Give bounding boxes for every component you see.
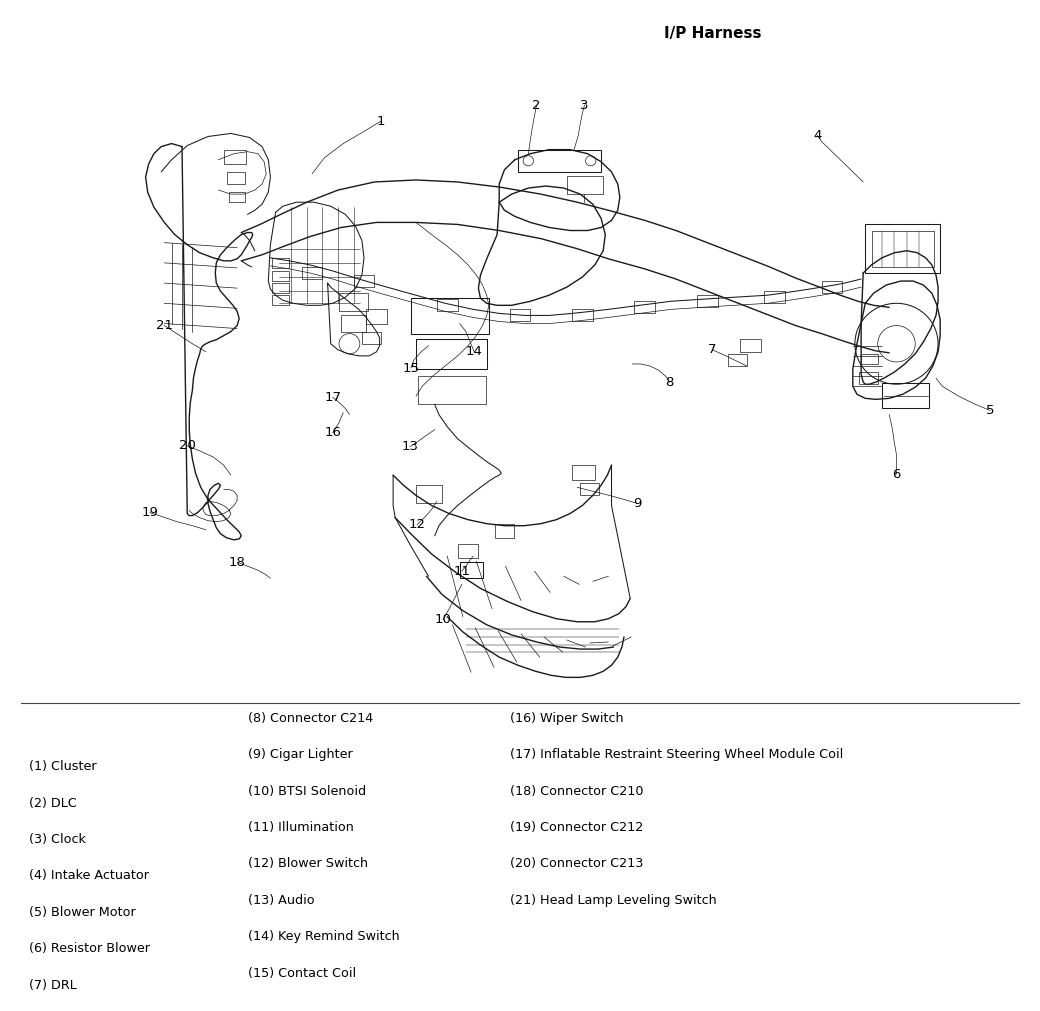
Text: 12: 12	[409, 519, 425, 531]
Text: 15: 15	[402, 362, 419, 374]
Bar	[572, 465, 595, 480]
Bar	[460, 562, 483, 578]
Bar	[366, 309, 387, 324]
Text: (9) Cigar Lighter: (9) Cigar Lighter	[248, 748, 353, 761]
Text: (18) Connector C210: (18) Connector C210	[510, 785, 643, 798]
Bar	[227, 172, 245, 184]
Bar	[272, 258, 289, 268]
Bar	[740, 339, 761, 352]
Text: 2: 2	[532, 99, 541, 111]
Bar	[224, 150, 246, 164]
Text: (1) Cluster: (1) Cluster	[29, 760, 97, 773]
Text: 10: 10	[435, 614, 451, 626]
Text: 3: 3	[580, 99, 589, 111]
Text: (8) Connector C214: (8) Connector C214	[248, 712, 372, 725]
Bar	[872, 231, 934, 267]
Bar	[697, 295, 718, 307]
Text: 13: 13	[401, 441, 418, 453]
Text: (20) Connector C213: (20) Connector C213	[510, 857, 643, 870]
Text: 17: 17	[324, 391, 341, 403]
Text: (10) BTSI Solenoid: (10) BTSI Solenoid	[248, 785, 366, 798]
Text: 4: 4	[813, 129, 822, 142]
Bar	[861, 354, 878, 364]
Bar	[865, 224, 940, 273]
Bar	[510, 309, 530, 321]
Text: (19) Connector C212: (19) Connector C212	[510, 821, 643, 834]
Bar	[418, 376, 486, 404]
Bar	[354, 275, 374, 287]
Bar	[362, 332, 381, 344]
Text: (7) DRL: (7) DRL	[29, 979, 77, 992]
Bar	[339, 293, 368, 311]
Bar	[437, 299, 458, 311]
Text: 16: 16	[324, 427, 341, 439]
Text: (2) DLC: (2) DLC	[29, 797, 77, 810]
Text: 21: 21	[156, 319, 173, 332]
Text: (3) Clock: (3) Clock	[29, 833, 86, 846]
Text: 1: 1	[376, 115, 385, 127]
Text: 5: 5	[986, 404, 994, 417]
Text: (16) Wiper Switch: (16) Wiper Switch	[510, 712, 623, 725]
Text: (5) Blower Motor: (5) Blower Motor	[29, 906, 136, 919]
Bar	[341, 315, 366, 332]
Text: 11: 11	[453, 565, 470, 577]
Text: 14: 14	[466, 346, 483, 358]
Text: (6) Resistor Blower: (6) Resistor Blower	[29, 942, 150, 955]
Bar	[567, 176, 603, 194]
Bar	[572, 309, 593, 321]
Text: I/P Harness: I/P Harness	[664, 26, 761, 41]
Text: 8: 8	[666, 376, 674, 388]
Bar	[518, 150, 601, 172]
Bar	[272, 271, 289, 281]
Bar	[411, 298, 489, 334]
Bar	[416, 339, 487, 369]
Bar	[882, 383, 929, 408]
Text: (13) Audio: (13) Audio	[248, 894, 314, 907]
Text: (15) Contact Coil: (15) Contact Coil	[248, 967, 356, 980]
Bar	[728, 354, 747, 366]
Text: 19: 19	[141, 507, 158, 519]
Bar	[302, 267, 322, 279]
Bar	[580, 483, 599, 495]
Text: 7: 7	[708, 344, 717, 356]
Bar	[764, 291, 785, 303]
Bar	[495, 524, 514, 538]
Bar	[822, 281, 842, 293]
Text: (17) Inflatable Restraint Steering Wheel Module Coil: (17) Inflatable Restraint Steering Wheel…	[510, 748, 842, 761]
Text: 9: 9	[633, 497, 642, 510]
Bar	[859, 372, 878, 384]
Text: (12) Blower Switch: (12) Blower Switch	[248, 857, 368, 870]
Text: 6: 6	[892, 468, 901, 480]
Bar	[416, 485, 442, 503]
Bar	[458, 544, 478, 558]
Text: 18: 18	[229, 556, 245, 568]
Text: 20: 20	[179, 440, 196, 452]
Bar	[272, 295, 289, 305]
Bar	[229, 192, 245, 202]
Text: (11) Illumination: (11) Illumination	[248, 821, 354, 834]
Text: (4) Intake Actuator: (4) Intake Actuator	[29, 869, 149, 883]
Bar	[634, 301, 655, 313]
Text: (14) Key Remind Switch: (14) Key Remind Switch	[248, 930, 399, 943]
Bar	[272, 283, 289, 293]
Text: (21) Head Lamp Leveling Switch: (21) Head Lamp Leveling Switch	[510, 894, 717, 907]
